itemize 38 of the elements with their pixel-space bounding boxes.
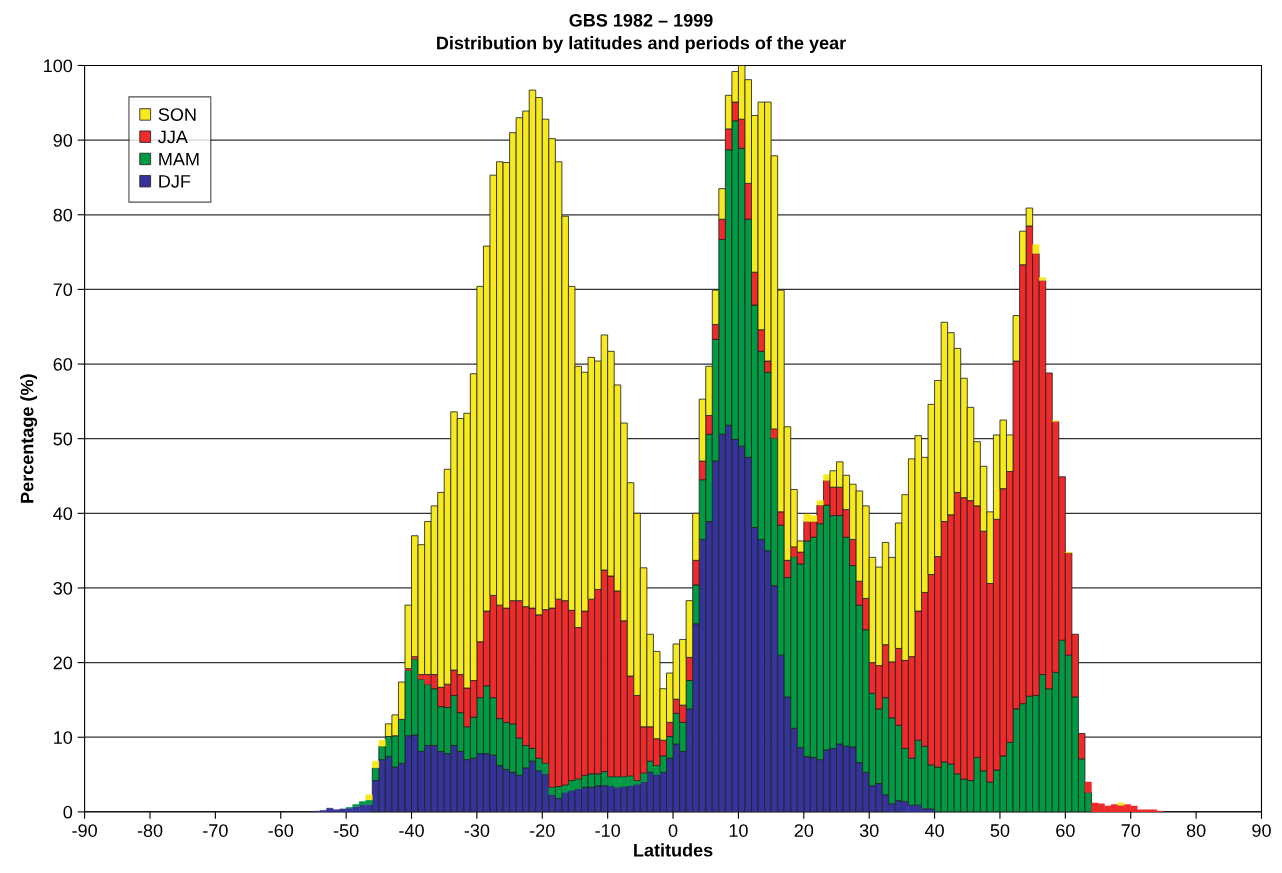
y-tick-label: 10 xyxy=(54,731,73,744)
x-tick-label: 30 xyxy=(859,824,879,837)
x-tick-label: 60 xyxy=(1056,824,1075,837)
x-tick-label: 0 xyxy=(668,824,678,837)
x-tick-label: 70 xyxy=(1121,824,1141,837)
y-tick-label: 70 xyxy=(53,283,73,297)
x-tick-label: -40 xyxy=(399,824,424,837)
legend-label: SON xyxy=(158,108,196,121)
x-tick-label: -30 xyxy=(464,824,490,837)
x-tick-label: -60 xyxy=(268,824,294,837)
x-tick-label: 40 xyxy=(924,824,944,837)
legend-label: JJA xyxy=(158,130,188,144)
x-tick-label: 80 xyxy=(1186,824,1206,837)
y-tick-label: 20 xyxy=(53,656,73,670)
y-tick-label: 60 xyxy=(53,357,73,371)
y-tick-label: 50 xyxy=(53,432,73,446)
y-axis-title: Percentage (%) xyxy=(20,374,38,503)
x-tick-label: -80 xyxy=(137,824,163,837)
x-tick-label: -70 xyxy=(203,824,228,837)
chart-subtitle: Distribution by latitudes and periods of the year xyxy=(437,36,846,53)
x-tick-label: 50 xyxy=(990,824,1010,837)
x-tick-label: -20 xyxy=(530,824,555,837)
y-tick-label: 40 xyxy=(53,507,73,521)
x-tick-label: 20 xyxy=(794,824,814,837)
legend-label: MAM xyxy=(159,152,199,166)
x-tick-label: -90 xyxy=(72,824,97,837)
legend-label: DJF xyxy=(159,175,191,188)
x-tick-label: 90 xyxy=(1252,824,1271,837)
x-tick-label: -50 xyxy=(333,824,359,837)
y-tick-label: 80 xyxy=(53,208,73,222)
chart-title: GBS 1982 – 1999 xyxy=(569,13,713,27)
y-tick-label: 90 xyxy=(53,134,73,147)
x-tick-label: 10 xyxy=(729,824,748,837)
y-tick-label: 0 xyxy=(63,805,73,819)
x-axis-title: Latitudes xyxy=(634,843,713,857)
x-tick-label: -10 xyxy=(595,824,621,837)
y-tick-label: 30 xyxy=(53,581,73,595)
y-tick-label: 100 xyxy=(44,59,73,73)
